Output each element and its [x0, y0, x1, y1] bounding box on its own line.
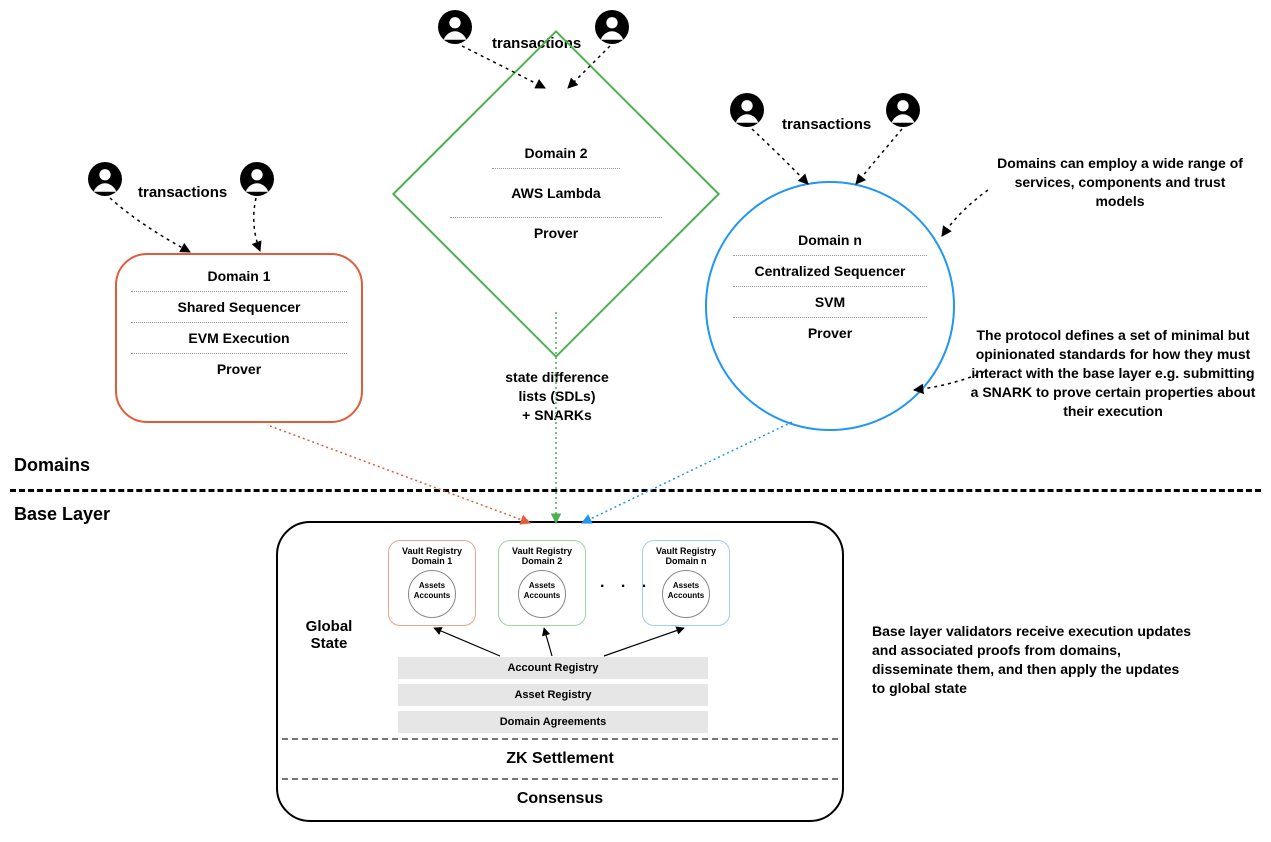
vault-circle: Assets Accounts [408, 570, 456, 618]
base-section-label: Base Layer [14, 504, 110, 525]
vault-domain-n: Vault Registry Domain n Assets Accounts [642, 540, 730, 626]
zk-settlement-label: ZK Settlement [276, 750, 844, 768]
annotation-base-layer: Base layer validators receive execution … [872, 622, 1192, 698]
domain-1-row: Prover [131, 354, 347, 384]
vault-title: Vault Registry Domain 1 [389, 546, 475, 566]
user-icon [730, 93, 764, 127]
domain-2-title: Domain 2 [492, 138, 620, 169]
base-divider [282, 738, 838, 740]
vault-domain-1: Vault Registry Domain 1 Assets Accounts [388, 540, 476, 626]
domains-section-label: Domains [14, 455, 90, 476]
domain-n-title: Domain n [733, 225, 927, 256]
global-state-label: Global State [294, 618, 364, 652]
asset-registry-bar: Asset Registry [398, 684, 708, 706]
domain-1-title: Domain 1 [131, 261, 347, 292]
domain-n-row: SVM [733, 287, 927, 318]
vault-domain-2: Vault Registry Domain 2 Assets Accounts [498, 540, 586, 626]
base-divider [282, 778, 838, 780]
user-icon [886, 93, 920, 127]
consensus-label: Consensus [276, 790, 844, 808]
annotation-protocol-standards: The protocol defines a set of minimal bu… [968, 326, 1258, 420]
domain-n-row: Centralized Sequencer [733, 256, 927, 287]
domain-2-row: Prover [492, 218, 620, 248]
account-registry-bar: Account Registry [398, 657, 708, 679]
user-icon [595, 10, 629, 44]
domain-2-row: AWS Lambda [450, 169, 662, 218]
section-divider [10, 489, 1261, 492]
user-icon [240, 162, 274, 196]
vault-circle: Assets Accounts [662, 570, 710, 618]
domain-n-box: Domain n Centralized Sequencer SVM Prove… [705, 181, 955, 431]
user-icon [88, 162, 122, 196]
domain-n-row: Prover [733, 318, 927, 348]
domain-2-box: Domain 2 AWS Lambda Prover [440, 78, 672, 310]
annotation-trust-models: Domains can employ a wide range of servi… [990, 154, 1250, 211]
transactions-label: transactions [138, 184, 227, 201]
domain-1-row: Shared Sequencer [131, 292, 347, 323]
transactions-label: transactions [782, 116, 871, 133]
sdl-annotation: state difference lists (SDLs) + SNARKs [452, 368, 662, 425]
domain-1-row: EVM Execution [131, 323, 347, 354]
domain-1-box: Domain 1 Shared Sequencer EVM Execution … [115, 253, 363, 423]
vault-title: Vault Registry Domain n [643, 546, 729, 566]
domain-agreements-bar: Domain Agreements [398, 711, 708, 733]
vault-title: Vault Registry Domain 2 [499, 546, 585, 566]
user-icon [438, 10, 472, 44]
vault-circle: Assets Accounts [518, 570, 566, 618]
